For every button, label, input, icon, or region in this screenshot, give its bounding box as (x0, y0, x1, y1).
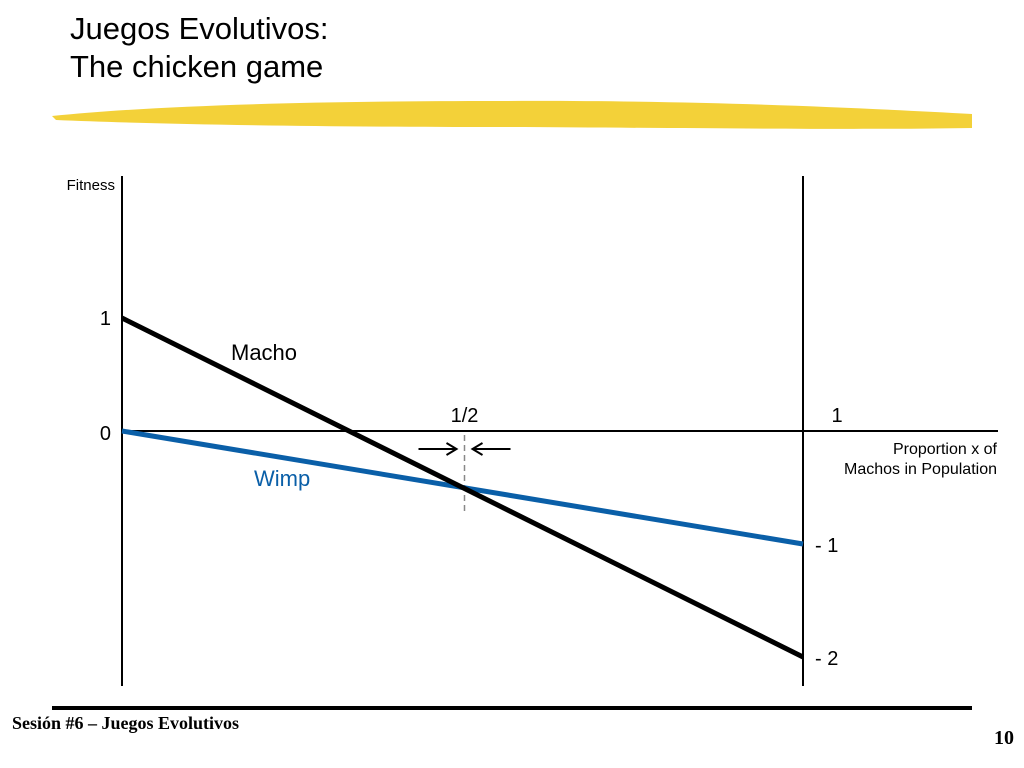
left-pointing-arrow-icon (470, 442, 511, 456)
slide-title: Juegos Evolutivos: The chicken game (70, 10, 328, 86)
x-axis-label-line-1: Proportion x of (893, 441, 998, 458)
macho-series-label: Macho (231, 340, 297, 365)
title-line-1: Juegos Evolutivos: (70, 11, 329, 46)
highlighter-band (52, 100, 972, 129)
y-tick-label-0: 0 (100, 423, 111, 445)
right-pointing-arrow-icon (418, 442, 459, 456)
footer-session-label: Sesión #6 – Juegos Evolutivos (12, 713, 240, 733)
arrow-head (470, 442, 484, 456)
title-line-2: The chicken game (70, 49, 324, 84)
chicken-game-chart: Fitness 1 0 1/2 1 - 1 - 2 Proportion x o… (67, 176, 998, 686)
right-axis-label-minus-1: - 1 (815, 535, 838, 557)
page-number: 10 (994, 727, 1014, 749)
x-tick-label-half: 1/2 (451, 405, 479, 427)
right-axis-label-minus-2: - 2 (815, 648, 838, 670)
y-tick-label-1: 1 (100, 308, 111, 330)
macho-series-line (120, 315, 805, 660)
wimp-series-label: Wimp (254, 466, 310, 491)
x-tick-label-one: 1 (831, 405, 842, 427)
arrow-head (445, 442, 459, 456)
highlighter-stroke (52, 100, 972, 129)
x-axis-label-line-2: Machos in Population (844, 461, 997, 478)
y-axis-label: Fitness (67, 177, 115, 194)
footer-rule (52, 706, 972, 710)
